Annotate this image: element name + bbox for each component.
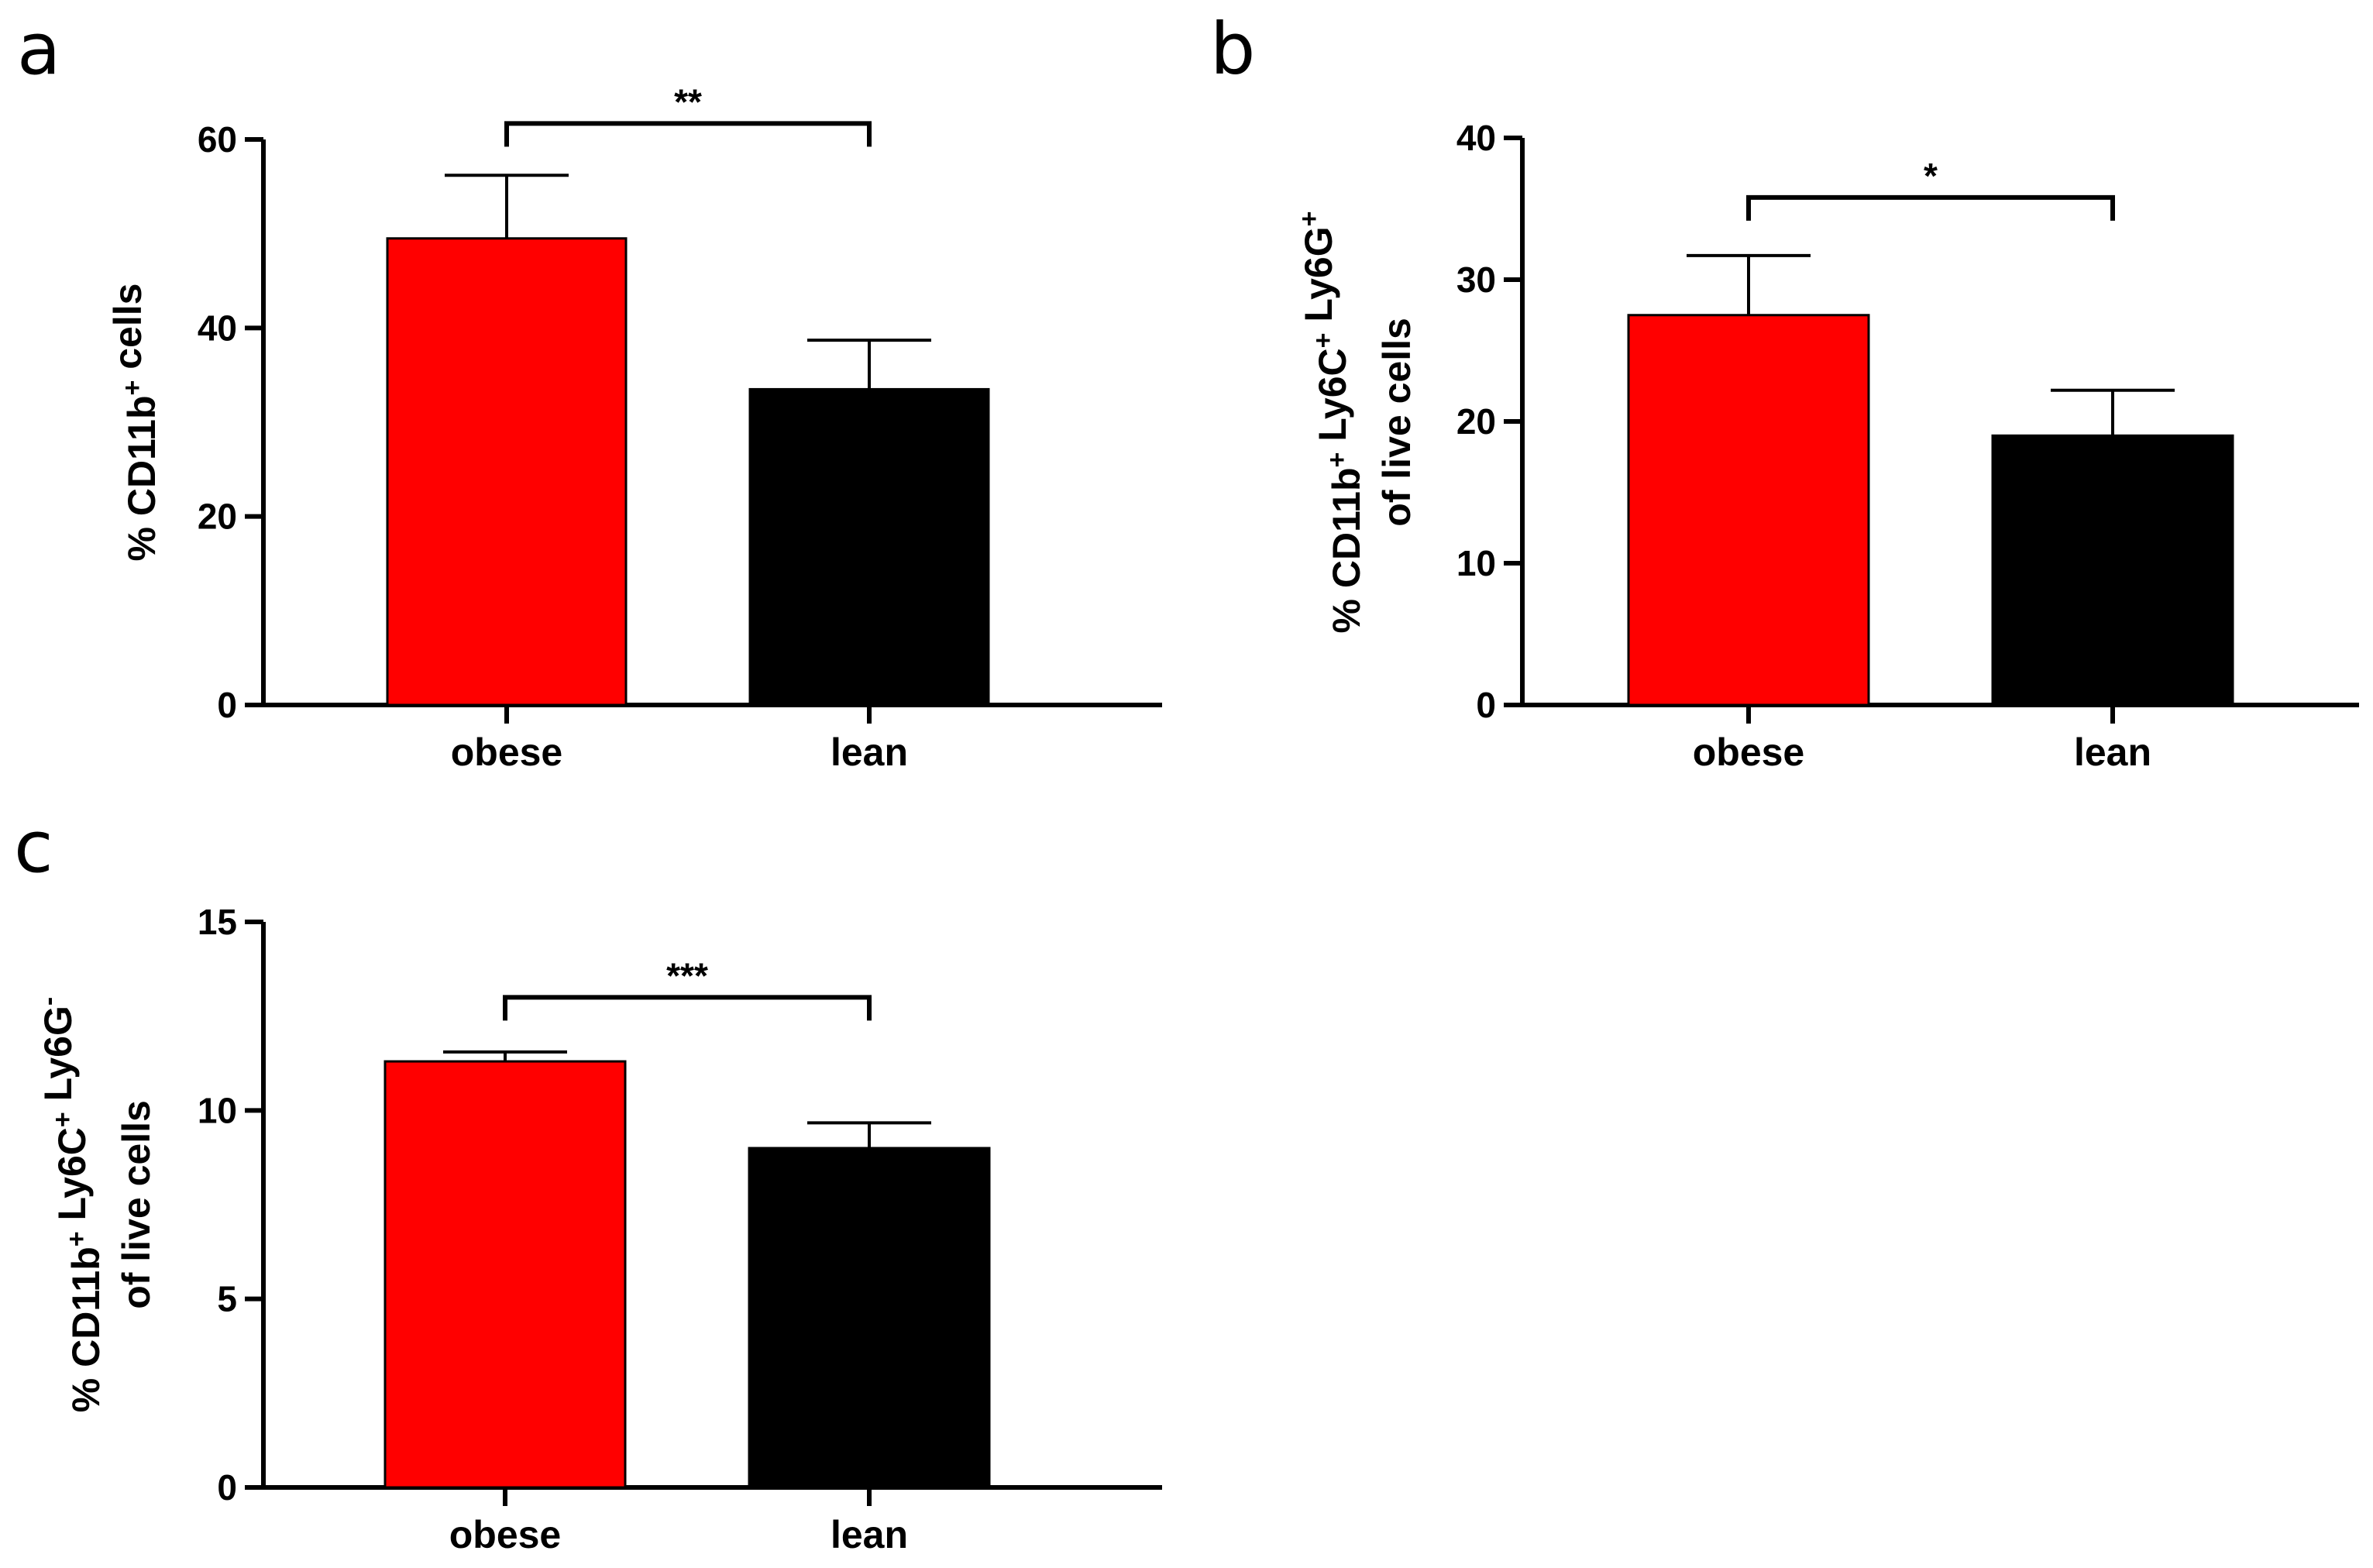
y-tick-label: 40 [198,308,237,348]
significance-label: *** [666,955,708,995]
y-tick-label: 30 [1456,260,1496,300]
bar-lean [748,387,990,707]
y-axis-label-superscript: + [1322,452,1352,468]
x-tick-label: lean [831,1513,908,1556]
y-tick-label: 20 [1456,401,1496,442]
bar-lean [1991,434,2234,707]
panel-a: a 0 20 40 60 obese lean ** % CD11b+ cells [17,8,1162,774]
y-axis-label-line2: of live cells [115,1100,158,1309]
significance-bracket [504,121,872,147]
panel-letter: a [17,8,60,91]
significance-label: * [1924,156,1938,196]
y-axis-label: % CD11b+ Ly6C+ Ly6G+ [1295,211,1368,634]
x-tick-label: lean [831,731,908,774]
y-axis-label-part: Ly6G [1297,226,1340,332]
y-tick-label: 10 [198,1090,237,1130]
panel-letter: b [1210,8,1255,91]
bar-lean [748,1147,991,1489]
y-axis-label-line2: of live cells [1375,318,1419,527]
x-tick-label: obese [449,1513,562,1556]
y-axis-label-superscript: - [34,997,64,1006]
y-tick-label: 40 [1456,118,1496,158]
bar-obese [1627,314,1870,707]
bar-obese [386,237,628,707]
y-axis-label-superscript: + [1295,211,1324,227]
y-axis-label-part: % CD11b [120,396,163,562]
significance-label: ** [674,81,702,122]
y-axis-label-superscript: + [1309,332,1338,348]
y-axis-label-part: % CD11b [1325,468,1368,634]
y-axis-label-superscript: + [118,380,147,396]
y-axis-label-superscript: + [48,1112,77,1127]
x-tick-label: obese [1693,731,1805,774]
y-tick-label: 10 [1456,543,1496,583]
panel-letter: c [14,806,53,889]
y-tick-label: 20 [198,497,237,537]
y-tick-label: 15 [198,902,237,942]
y-axis-label-part: % CD11b [64,1246,108,1412]
y-axis-label: % CD11b+ cells [106,284,163,562]
y-tick-label: 0 [217,685,237,725]
y-axis-label-part: cells [106,284,150,380]
y-axis-label: % CD11b+ Ly6C+ Ly6G- [34,997,108,1412]
y-axis-label-part: Ly6G [36,1006,80,1112]
x-tick-label: obese [451,731,563,774]
y-tick-label: 5 [217,1279,237,1319]
x-tick-label: lean [2074,731,2151,774]
y-axis-label-part: Ly6C [1311,348,1354,452]
y-axis-label-part: Ly6C [50,1127,94,1231]
significance-bracket [1746,194,2115,221]
y-tick-label: 0 [217,1467,237,1508]
y-tick-label: 60 [198,119,237,160]
y-tick-label: 0 [1476,685,1496,725]
bar-obese [383,1060,627,1489]
significance-bracket [503,995,872,1021]
y-axis-label-superscript: + [62,1231,91,1246]
